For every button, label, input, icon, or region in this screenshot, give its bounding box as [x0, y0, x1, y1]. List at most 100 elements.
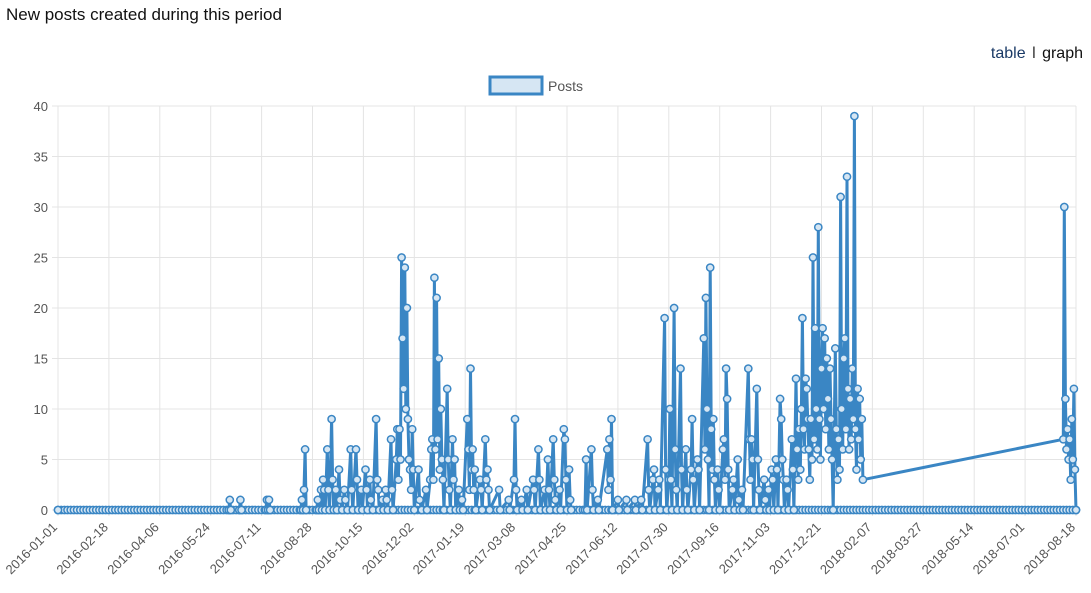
data-point [845, 394, 855, 404]
x-tick-label: 2018-07-01 [970, 520, 1028, 578]
data-point [1063, 424, 1072, 434]
x-tick-label: 2017-07-30 [613, 520, 671, 578]
data-point [543, 455, 553, 464]
data-point [604, 485, 613, 495]
graph-view-link[interactable]: graph [1042, 45, 1083, 62]
data-point [681, 445, 691, 454]
data-point [856, 455, 866, 464]
data-point [857, 414, 867, 424]
data-point [397, 253, 406, 262]
data-point [661, 465, 670, 474]
data-point [686, 465, 696, 474]
table-view-link[interactable]: table [990, 45, 1026, 62]
data-point [1067, 414, 1077, 424]
data-point [352, 475, 362, 485]
data-point [394, 475, 403, 485]
data-point [828, 505, 838, 515]
data-point [835, 465, 844, 474]
data-point [827, 455, 837, 464]
x-tick-label: 2016-12-02 [359, 520, 417, 578]
data-point [805, 475, 815, 485]
data-point [409, 505, 419, 515]
data-point [318, 475, 328, 485]
data-point [404, 455, 414, 464]
data-point [792, 445, 802, 454]
view-toggle: table l graph [991, 45, 1083, 63]
data-point [815, 414, 824, 424]
data-point [852, 465, 861, 474]
x-tick-label: 2017-12-21 [766, 520, 824, 578]
data-point [387, 485, 397, 495]
data-point [435, 465, 445, 474]
data-point [669, 303, 679, 313]
data-point [703, 455, 713, 464]
data-point [1070, 465, 1080, 474]
data-point [422, 505, 432, 515]
data-point [544, 485, 554, 495]
chart-legend: Posts [488, 75, 583, 96]
data-point [457, 495, 467, 505]
data-point [371, 414, 381, 424]
data-point [636, 495, 646, 505]
data-point [818, 323, 827, 333]
data-point [654, 475, 664, 485]
data-point [671, 485, 681, 495]
data-point [653, 485, 663, 495]
data-point [399, 384, 409, 394]
data-point [466, 364, 475, 373]
data-point [853, 384, 862, 394]
x-tick-label: 2016-01-01 [2, 520, 60, 578]
data-point [484, 485, 493, 495]
x-tick-label: 2017-06-12 [562, 520, 620, 578]
data-point [687, 414, 697, 424]
data-point [529, 485, 539, 495]
data-point [713, 465, 722, 474]
data-point [811, 404, 821, 414]
data-point [695, 505, 704, 515]
data-point [415, 495, 424, 505]
data-point [494, 485, 504, 495]
data-point [768, 475, 778, 485]
data-point [676, 364, 685, 373]
data-point [737, 485, 747, 495]
data-point [400, 263, 410, 272]
data-point [442, 384, 452, 394]
data-point [1069, 384, 1079, 394]
x-tick-label: 2016-05-24 [155, 520, 213, 578]
data-point [1066, 475, 1076, 485]
data-point [844, 445, 854, 454]
data-point [438, 475, 448, 485]
data-point [719, 434, 729, 444]
data-point [365, 475, 375, 485]
data-point [504, 495, 514, 505]
data-point [666, 475, 676, 485]
data-point [841, 424, 851, 434]
posts-series [53, 111, 1081, 515]
data-point [812, 445, 822, 454]
data-point [605, 434, 614, 444]
data-point [714, 485, 723, 495]
data-point [808, 253, 818, 262]
data-point [396, 455, 405, 464]
data-point [746, 475, 755, 485]
data-point [560, 434, 570, 444]
data-point [495, 505, 505, 515]
data-point [643, 434, 652, 444]
data-point [433, 434, 442, 444]
data-point [559, 424, 569, 434]
data-point [606, 475, 615, 485]
data-point [623, 505, 632, 515]
x-tick-label: 2018-05-14 [919, 520, 977, 578]
legend-label: Posts [548, 78, 583, 94]
data-point [670, 445, 680, 454]
data-point [854, 434, 863, 444]
data-point [851, 424, 860, 434]
data-point [462, 414, 472, 424]
data-point [331, 485, 341, 495]
data-point [339, 485, 349, 495]
data-point [517, 495, 526, 505]
data-point [637, 505, 647, 515]
data-point [1068, 455, 1078, 464]
data-point [505, 505, 515, 515]
y-tick-label: 5 [41, 453, 48, 468]
